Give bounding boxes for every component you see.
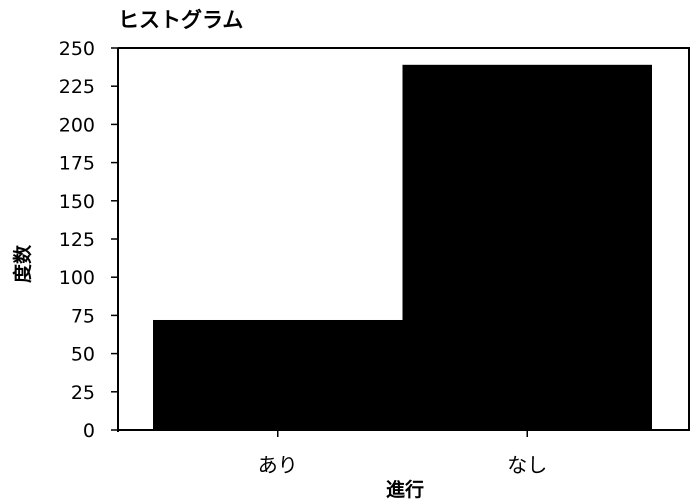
chart-title: ヒストグラム xyxy=(118,8,243,32)
x-axis-categories: あり なし xyxy=(258,430,547,477)
y-tick-label: 125 xyxy=(59,229,95,251)
y-tick-label: 25 xyxy=(71,382,95,404)
y-tick-label: 50 xyxy=(71,344,95,366)
y-tick-label: 0 xyxy=(83,420,95,442)
bar-1 xyxy=(153,319,403,430)
y-tick-label: 250 xyxy=(59,38,95,60)
y-tick-label: 225 xyxy=(59,76,95,98)
y-tick-label: 175 xyxy=(59,153,95,175)
x-category-label: なし xyxy=(507,453,547,477)
y-axis-title: 度数 xyxy=(11,244,34,283)
x-axis-title: 進行 xyxy=(386,478,424,501)
y-tick-label: 100 xyxy=(59,267,95,289)
y-tick-label: 150 xyxy=(59,191,95,213)
y-axis-ticks: 0 25 50 75 100 125 150 175 200 225 250 xyxy=(59,38,118,442)
y-tick-label: 75 xyxy=(71,305,95,327)
bar-2 xyxy=(402,64,652,431)
y-tick-label: 200 xyxy=(59,114,95,136)
bars xyxy=(153,64,652,431)
x-category-label: あり xyxy=(258,453,298,477)
